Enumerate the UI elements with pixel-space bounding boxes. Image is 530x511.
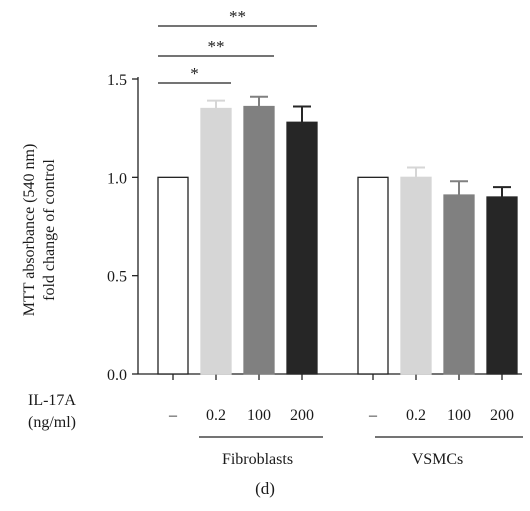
significance-label: ** [208, 37, 225, 56]
x-axis-labels: – 0.2 100 200 Fibroblasts – 0.2 100 200 VSMCs IL-1… [28, 392, 523, 468]
bar [486, 196, 518, 375]
bar [200, 107, 232, 375]
significance-markers: ***** [158, 7, 317, 84]
treatment-label: (ng/ml) [28, 414, 76, 431]
y-axis-label-group: MTT absorbance (540 nm) fold change of co… [21, 144, 58, 317]
bar [243, 105, 275, 375]
group-label: Fibroblasts [222, 451, 293, 468]
y-tick-label: 1.0 [107, 170, 127, 187]
significance-label: * [190, 64, 199, 83]
x-tick-label: – [168, 407, 178, 424]
bar [357, 176, 389, 375]
bars [157, 95, 518, 375]
bar [157, 176, 189, 375]
y-axis-label-line: MTT absorbance (540 nm) [21, 144, 38, 317]
group-label: VSMCs [412, 451, 464, 468]
significance-label: ** [229, 7, 246, 26]
x-tick-label: 100 [447, 407, 471, 424]
x-tick-label: – [368, 407, 378, 424]
x-tick-label: 0.2 [406, 407, 426, 424]
y-axis-label-line: fold change of control [41, 159, 58, 301]
x-tick-label: 200 [490, 407, 514, 424]
y-tick-label: 0.0 [107, 367, 127, 384]
y-tick-label: 1.5 [107, 72, 127, 89]
x-tick-label: 0.2 [206, 407, 226, 424]
bar [400, 176, 432, 375]
x-tick-label: 200 [290, 407, 314, 424]
y-tick-label: 0.5 [107, 269, 127, 286]
treatment-label: IL-17A [28, 392, 76, 409]
panel-label: (d) [255, 479, 275, 498]
y-axis-label: MTT absorbance (540 nm) fold change of co… [21, 144, 58, 317]
bar [286, 121, 318, 375]
bar [443, 194, 475, 375]
x-tick-label: 100 [247, 407, 271, 424]
